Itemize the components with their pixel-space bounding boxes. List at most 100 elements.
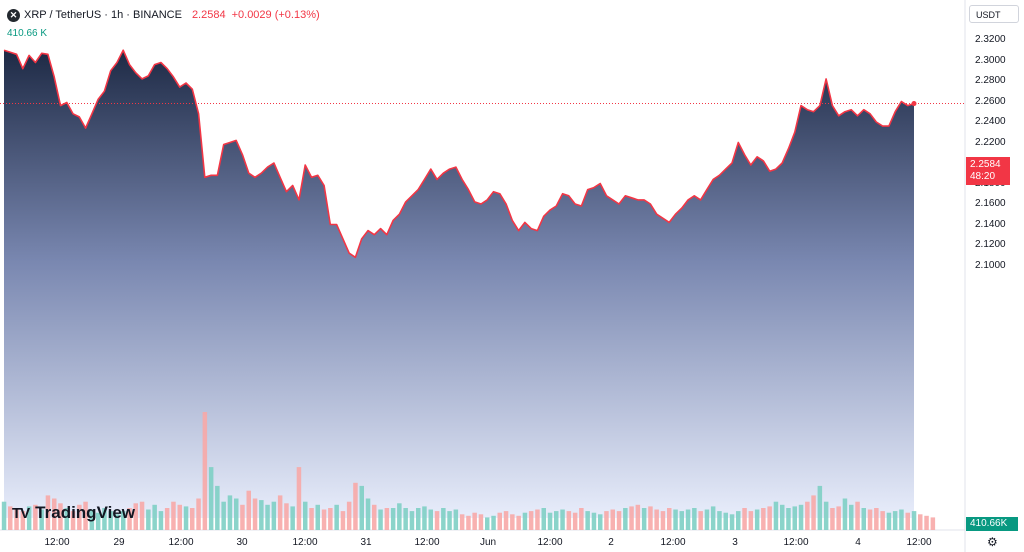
volume-bar (353, 482, 358, 530)
volume-bar (246, 490, 251, 530)
last-price-tag: 2.2584 48:20 (966, 157, 1010, 185)
volume-bar (510, 514, 515, 530)
volume-bar (416, 508, 421, 530)
volume-bar (842, 498, 848, 530)
volume-bar (196, 498, 201, 530)
volume-bar (811, 495, 816, 530)
volume-bar (541, 508, 546, 530)
price-line (3, 49, 915, 259)
volume-bar (39, 509, 44, 530)
settings-icon[interactable]: ⚙ (987, 535, 998, 549)
volume-bar (780, 504, 785, 530)
tradingview-mark-icon: TV (12, 504, 30, 522)
volume-bar (648, 506, 653, 530)
volume-bar (252, 498, 258, 530)
volume-bar (736, 511, 741, 530)
volume-bar (698, 511, 703, 530)
volume-bar (384, 508, 390, 530)
last-price-dot (911, 101, 917, 107)
volume-bar (70, 511, 76, 530)
volume-bar (905, 512, 910, 530)
volume-bar (491, 515, 496, 530)
volume-bar (14, 508, 19, 530)
time-axis-tick: 29 (113, 537, 125, 548)
symbol-title[interactable]: XRP / TetherUS · 1h · BINANCE (24, 9, 182, 21)
volume-bar (792, 506, 797, 530)
price-axis-tick: 2.3200 (975, 34, 1006, 45)
volume-bar (164, 508, 170, 530)
volume-bar (459, 514, 465, 530)
volume-bar (623, 508, 628, 530)
volume-bar (610, 509, 615, 530)
tradingview-logo[interactable]: TV TradingView (12, 503, 135, 523)
tradingview-wordmark: TradingView (35, 503, 135, 522)
volume-bar (629, 506, 634, 530)
volume-bar (924, 515, 929, 530)
volume-bar (503, 511, 509, 530)
volume-bar (409, 511, 415, 530)
volume-bar (321, 509, 327, 530)
volume-bar (861, 508, 866, 530)
time-axis-tick: 3 (732, 537, 738, 548)
volume-bar (598, 514, 603, 530)
volume-bar (372, 504, 377, 530)
volume-bar (817, 485, 823, 530)
volume-bar (441, 508, 446, 530)
volume-bar (434, 511, 440, 530)
volume-bar (899, 509, 904, 530)
volume-bar (108, 511, 113, 530)
bar-countdown: 48:20 (970, 171, 996, 182)
volume-bar (26, 506, 32, 530)
volume-tag: 410.66K (966, 517, 1018, 531)
volume-bar (33, 504, 38, 530)
volume-bar (855, 501, 860, 530)
volume-bar (823, 501, 829, 530)
volume-bar (911, 511, 917, 530)
volume-bar (114, 514, 120, 530)
volume-bar (290, 506, 295, 530)
volume-bar (334, 504, 339, 530)
volume-bar (390, 508, 396, 530)
volume-bar (102, 508, 107, 530)
volume-bar (830, 508, 835, 530)
volume-bar (497, 512, 502, 530)
volume-bar (378, 509, 383, 530)
volume-bar (742, 508, 747, 530)
volume-bar (303, 501, 308, 530)
volume-bar (585, 511, 590, 530)
volume-bar (485, 517, 490, 530)
price-change: +0.0029 (+0.13%) (231, 9, 320, 21)
volume-bar (284, 503, 289, 530)
volume-bar (183, 506, 189, 530)
volume-bar (805, 501, 810, 530)
volume-bar (58, 503, 63, 530)
currency-button[interactable]: USDT (969, 5, 1019, 23)
volume-bar (447, 511, 452, 530)
current-price: 2.2584 (191, 9, 226, 21)
volume-bar (892, 511, 898, 530)
volume-bar (190, 508, 195, 530)
time-axis-tick: 12:00 (44, 537, 70, 548)
volume-bar (591, 512, 597, 530)
volume-bar (346, 501, 352, 530)
volume-bar (874, 508, 879, 530)
time-axis-tick: 12:00 (660, 537, 686, 548)
volume-bar (20, 511, 26, 530)
volume-bar (52, 498, 57, 530)
volume-bar (95, 512, 101, 530)
price-axis-tick: 2.1000 (975, 259, 1006, 271)
time-axis-tick: 12:00 (783, 537, 809, 548)
volume-bar (277, 495, 283, 530)
time-axis-tick: 12:00 (906, 537, 932, 548)
price-axis-tick: 2.1200 (975, 239, 1006, 250)
volume-bar (221, 501, 226, 530)
symbol-header[interactable]: ✕ XRP / TetherUS · 1h · BINANCE 2.2584 +… (7, 7, 320, 23)
volume-bar (158, 511, 164, 530)
volume-bar (77, 504, 82, 530)
volume-bar (315, 504, 320, 530)
volume-bar (717, 511, 722, 530)
volume-bar (692, 508, 697, 530)
volume-bar (767, 506, 772, 530)
volume-bar (340, 511, 346, 530)
